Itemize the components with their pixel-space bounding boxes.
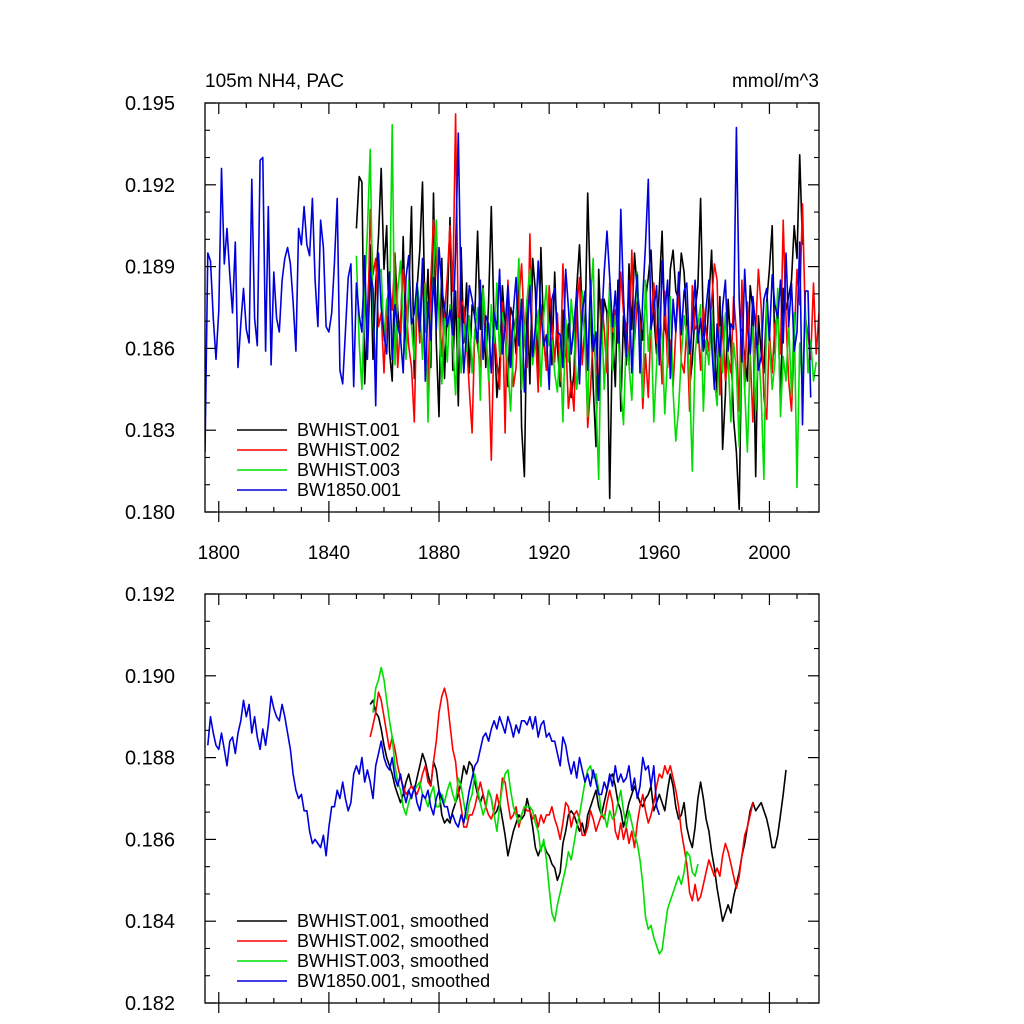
y-tick-label: 0.195 — [125, 93, 175, 115]
y-tick-label: 0.182 — [125, 993, 175, 1015]
top-panel-title: 105m NH4, PAC — [205, 71, 344, 92]
x-tick-label: 1920 — [528, 543, 570, 564]
legend-label: BWHIST.003, smoothed — [297, 951, 489, 971]
y-tick-label: 0.184 — [125, 911, 175, 933]
legend-label: BWHIST.003 — [297, 460, 400, 480]
legend-label: BW1850.001, smoothed — [297, 971, 490, 991]
series-line-bwhist-001 — [355, 154, 804, 511]
legend-label: BWHIST.002 — [297, 440, 400, 460]
series-line-bwhist-002-smoothed — [369, 687, 754, 902]
bottom-panel-chart: 0.182 0.184 0.186 0.188 0.190 0.192 BWHIST.001… — [125, 584, 820, 1015]
series-line-bw1850-001 — [205, 126, 812, 453]
series-line-bwhist-001-smoothed — [369, 699, 787, 923]
x-tick-label: 2000 — [748, 543, 790, 564]
legend-label: BWHIST.002, smoothed — [297, 931, 489, 951]
y-tick-label: 0.186 — [125, 829, 175, 851]
y-tick-label: 0.190 — [125, 666, 175, 688]
y-tick-label: 0.183 — [125, 420, 175, 442]
legend-label: BWHIST.001 — [297, 420, 400, 440]
y-tick-label: 0.192 — [125, 175, 175, 197]
y-tick-label: 0.188 — [125, 748, 175, 770]
legend-label: BWHIST.001, smoothed — [297, 911, 489, 931]
y-tick-label: 0.186 — [125, 338, 175, 360]
legend-label: BW1850.001 — [297, 480, 401, 500]
series-group — [207, 666, 787, 955]
x-tick-label: 1800 — [198, 543, 240, 564]
y-tick-label: 0.189 — [125, 257, 175, 279]
series-line-bwhist-003-smoothed — [372, 666, 699, 955]
top-panel-chart: 105m NH4, PAC mmol/m^3 1800 1840 1880 1920 1… — [125, 71, 820, 564]
x-tick-label: 1960 — [638, 543, 680, 564]
top-panel-units: mmol/m^3 — [732, 71, 819, 92]
plot-frame — [204, 102, 820, 513]
x-tick-label: 1880 — [418, 543, 460, 564]
plot-frame — [204, 593, 820, 1004]
series-group — [205, 113, 819, 511]
series-line-bw1850-001-smoothed — [207, 695, 661, 857]
y-tick-label: 0.180 — [125, 502, 175, 524]
x-tick-label: 1840 — [308, 543, 350, 564]
y-tick-label: 0.192 — [125, 584, 175, 606]
